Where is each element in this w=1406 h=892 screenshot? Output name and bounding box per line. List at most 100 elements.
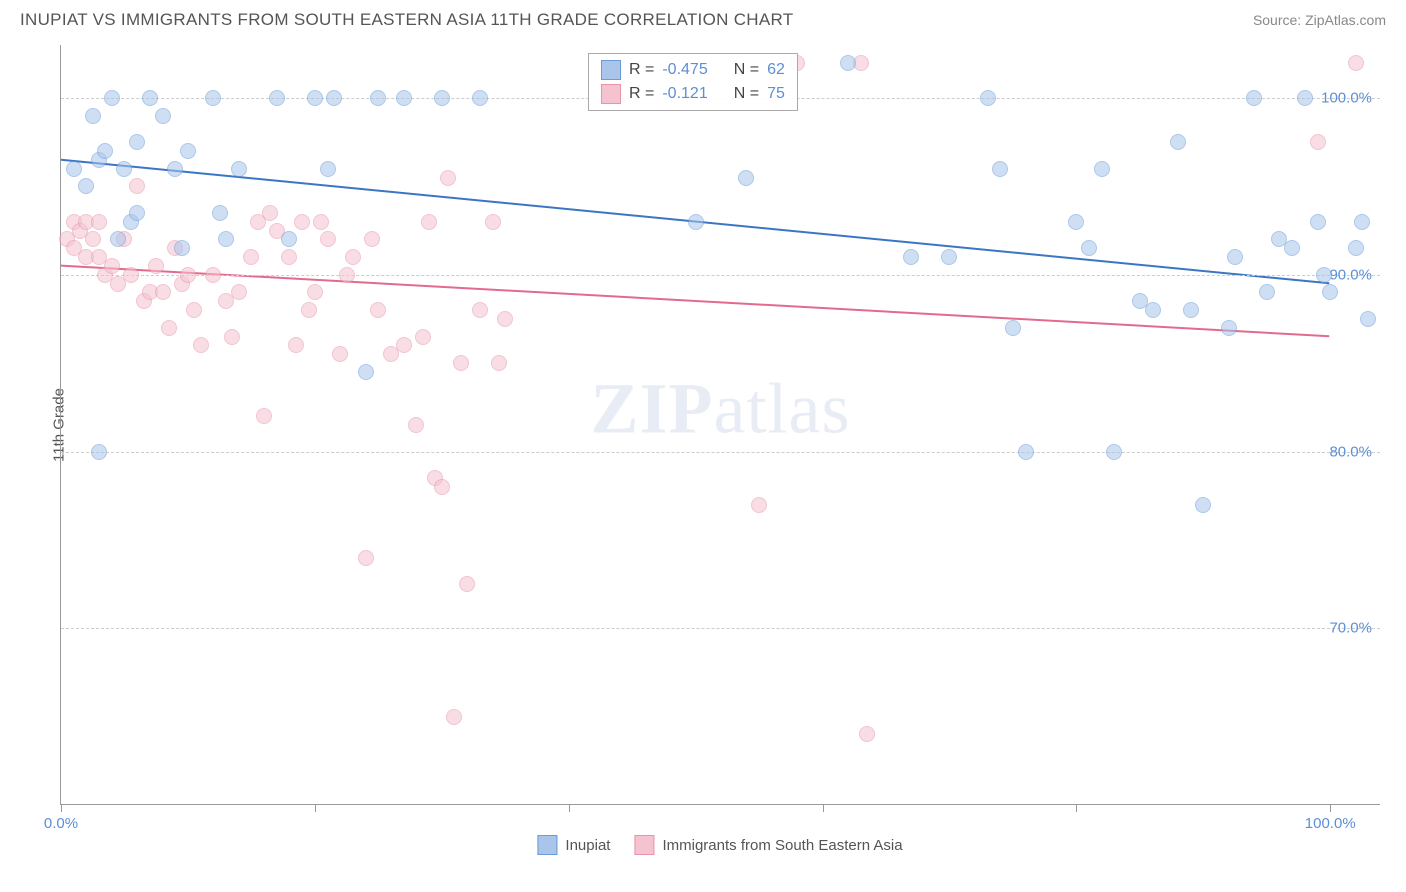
data-point bbox=[396, 337, 412, 353]
r-value: -0.475 bbox=[662, 61, 707, 79]
data-point bbox=[440, 170, 456, 186]
data-point bbox=[472, 302, 488, 318]
r-label: R = bbox=[629, 85, 654, 103]
data-point bbox=[1348, 55, 1364, 71]
data-point bbox=[1246, 90, 1262, 106]
data-point bbox=[840, 55, 856, 71]
data-point bbox=[85, 108, 101, 124]
data-point bbox=[161, 320, 177, 336]
gridline bbox=[61, 452, 1380, 453]
y-tick-label: 80.0% bbox=[1329, 443, 1372, 460]
data-point bbox=[167, 161, 183, 177]
data-point bbox=[129, 178, 145, 194]
data-point bbox=[294, 214, 310, 230]
watermark: ZIPatlas bbox=[591, 368, 851, 451]
data-point bbox=[1094, 161, 1110, 177]
data-point bbox=[123, 267, 139, 283]
data-point bbox=[1068, 214, 1084, 230]
stats-legend-box: R =-0.475N =62R =-0.121N =75 bbox=[588, 53, 798, 111]
data-point bbox=[180, 267, 196, 283]
data-point bbox=[459, 576, 475, 592]
data-point bbox=[688, 214, 704, 230]
data-point bbox=[262, 205, 278, 221]
legend-item-immigrants: Immigrants from South Eastern Asia bbox=[634, 835, 902, 855]
data-point bbox=[1259, 284, 1275, 300]
swatch-icon bbox=[537, 835, 557, 855]
data-point bbox=[320, 161, 336, 177]
data-point bbox=[281, 249, 297, 265]
legend-label: Immigrants from South Eastern Asia bbox=[662, 837, 902, 854]
data-point bbox=[104, 90, 120, 106]
data-point bbox=[243, 249, 259, 265]
data-point bbox=[903, 249, 919, 265]
data-point bbox=[370, 302, 386, 318]
data-point bbox=[497, 311, 513, 327]
data-point bbox=[859, 726, 875, 742]
data-point bbox=[174, 240, 190, 256]
x-tick bbox=[1330, 804, 1331, 812]
data-point bbox=[1183, 302, 1199, 318]
x-tick-label: 100.0% bbox=[1305, 815, 1356, 832]
data-point bbox=[1322, 284, 1338, 300]
gridline bbox=[61, 628, 1380, 629]
data-point bbox=[205, 90, 221, 106]
swatch-icon bbox=[634, 835, 654, 855]
data-point bbox=[129, 205, 145, 221]
data-point bbox=[320, 231, 336, 247]
data-point bbox=[288, 337, 304, 353]
data-point bbox=[224, 329, 240, 345]
data-point bbox=[472, 90, 488, 106]
data-point bbox=[104, 258, 120, 274]
data-point bbox=[345, 249, 361, 265]
data-point bbox=[155, 108, 171, 124]
legend-label: Inupiat bbox=[565, 837, 610, 854]
data-point bbox=[370, 90, 386, 106]
data-point bbox=[281, 231, 297, 247]
trend-lines bbox=[61, 45, 1380, 804]
data-point bbox=[358, 364, 374, 380]
data-point bbox=[205, 267, 221, 283]
data-point bbox=[446, 709, 462, 725]
data-point bbox=[364, 231, 380, 247]
x-tick bbox=[1076, 804, 1077, 812]
data-point bbox=[941, 249, 957, 265]
data-point bbox=[421, 214, 437, 230]
data-point bbox=[91, 214, 107, 230]
stat-row: R =-0.121N =75 bbox=[589, 82, 797, 106]
data-point bbox=[1221, 320, 1237, 336]
data-point bbox=[1297, 90, 1313, 106]
data-point bbox=[110, 231, 126, 247]
data-point bbox=[339, 267, 355, 283]
r-label: R = bbox=[629, 61, 654, 79]
y-tick-label: 100.0% bbox=[1321, 90, 1372, 107]
data-point bbox=[85, 231, 101, 247]
data-point bbox=[485, 214, 501, 230]
data-point bbox=[231, 161, 247, 177]
data-point bbox=[269, 90, 285, 106]
gridline bbox=[61, 275, 1380, 276]
x-tick bbox=[315, 804, 316, 812]
data-point bbox=[186, 302, 202, 318]
data-point bbox=[256, 408, 272, 424]
x-tick-label: 0.0% bbox=[44, 815, 78, 832]
data-point bbox=[434, 90, 450, 106]
source-label: Source: ZipAtlas.com bbox=[1253, 12, 1386, 28]
data-point bbox=[212, 205, 228, 221]
y-tick-label: 70.0% bbox=[1329, 620, 1372, 637]
data-point bbox=[1284, 240, 1300, 256]
data-point bbox=[307, 284, 323, 300]
data-point bbox=[1348, 240, 1364, 256]
data-point bbox=[1005, 320, 1021, 336]
data-point bbox=[491, 355, 507, 371]
data-point bbox=[1316, 267, 1332, 283]
data-point bbox=[358, 550, 374, 566]
data-point bbox=[992, 161, 1008, 177]
legend-item-inupiat: Inupiat bbox=[537, 835, 610, 855]
data-point bbox=[434, 479, 450, 495]
data-point bbox=[180, 143, 196, 159]
data-point bbox=[1310, 214, 1326, 230]
data-point bbox=[396, 90, 412, 106]
x-tick bbox=[61, 804, 62, 812]
y-tick-label: 90.0% bbox=[1329, 266, 1372, 283]
data-point bbox=[1145, 302, 1161, 318]
